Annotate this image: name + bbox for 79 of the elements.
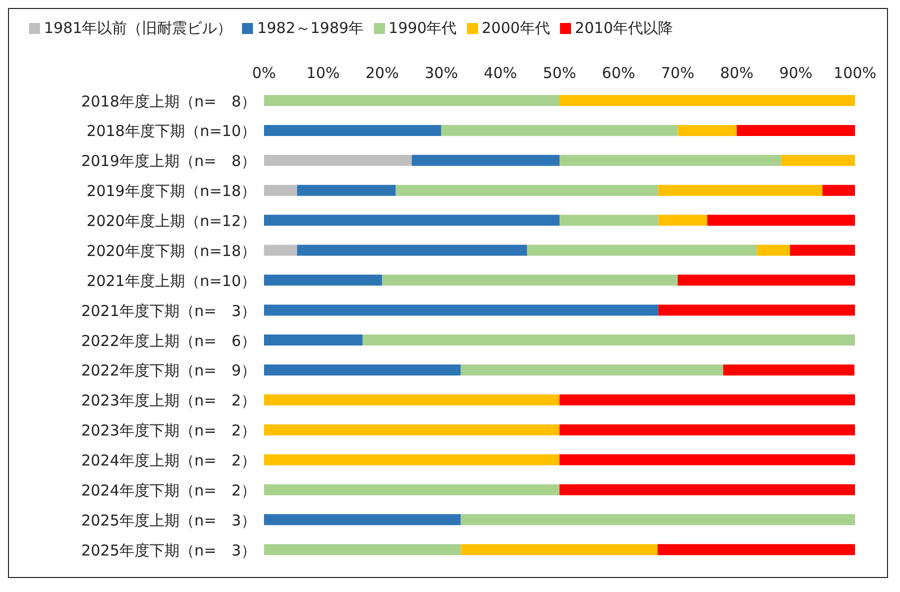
bar [822, 184, 855, 196]
y-tick-label: 2022年度上期（n= 6） [81, 332, 256, 350]
bar [264, 304, 658, 316]
y-tick-label: 2024年度上期（n= 2） [81, 452, 256, 470]
bar [756, 244, 790, 256]
legend-label: 2000年代 [482, 19, 550, 37]
x-tick-label: 80% [720, 64, 754, 82]
bar [460, 364, 724, 376]
y-tick-label: 2021年度下期（n= 3） [81, 302, 256, 320]
bar [658, 544, 855, 556]
y-tick-label: 2019年度上期（n= 8） [81, 152, 256, 170]
bar [264, 454, 560, 466]
x-tick-label: 60% [602, 64, 636, 82]
bar [460, 514, 855, 526]
bar [723, 364, 854, 376]
x-tick-label: 40% [484, 64, 518, 82]
bar [264, 334, 363, 346]
bar [264, 514, 461, 526]
y-tick-label: 2022年度下期（n= 9） [81, 362, 256, 380]
bar [560, 214, 658, 226]
bar [264, 184, 298, 196]
legend-label: 1990年代 [388, 19, 457, 37]
bar [658, 304, 855, 316]
bar [678, 124, 737, 136]
bar [781, 154, 855, 166]
bar [560, 454, 855, 466]
y-tick-label: 2018年度下期（n=10） [86, 122, 256, 140]
y-tick-label: 2023年度上期（n= 2） [81, 392, 256, 410]
x-tick-label: 50% [542, 64, 576, 82]
bar [790, 244, 855, 256]
bar [264, 394, 560, 406]
bar [560, 394, 855, 406]
y-tick-label: 2019年度下期（n=18） [86, 182, 256, 200]
bar [297, 244, 527, 256]
bar [560, 154, 782, 166]
bar [264, 244, 298, 256]
legend-label: 2010年代以降 [574, 19, 674, 37]
bar [264, 424, 560, 436]
x-tick-label: 10% [306, 64, 340, 82]
legend-label: 1982～1989年 [257, 19, 364, 37]
bar [707, 214, 855, 226]
y-tick-label: 2025年度上期（n= 3） [81, 511, 256, 530]
bar [441, 124, 678, 136]
bar [396, 184, 658, 196]
x-tick-label: 100% [834, 64, 876, 82]
x-tick-label: 20% [366, 64, 399, 82]
y-tick-label: 2023年度下期（n= 2） [81, 422, 256, 440]
y-tick-label: 2021年度上期（n=10） [86, 272, 256, 290]
y-tick-label: 2018年度上期（n= 8） [81, 92, 256, 110]
bar [560, 484, 855, 496]
bar [264, 544, 461, 556]
bar [658, 184, 822, 196]
bar [264, 95, 560, 106]
bar [526, 244, 757, 256]
bar [264, 124, 442, 136]
bar [264, 484, 560, 496]
legend-label: 1981年以前（旧耐震ビル） [44, 19, 232, 37]
bar [460, 544, 658, 556]
x-tick-label: 0% [252, 64, 276, 82]
y-tick-label: 2025年度下期（n= 3） [81, 541, 256, 560]
bar [264, 274, 382, 286]
bar [382, 274, 678, 286]
bar [678, 274, 855, 286]
bar [362, 334, 855, 346]
y-tick-label: 2020年度下期（n=18） [86, 242, 256, 260]
bar [658, 214, 708, 226]
bar [736, 124, 855, 136]
bar [264, 364, 461, 376]
x-tick-label: 30% [424, 64, 458, 82]
bar [297, 184, 396, 196]
y-tick-label: 2020年度上期（n=12） [86, 212, 256, 230]
bar [412, 154, 560, 166]
x-tick-label: 90% [779, 64, 813, 82]
bar [264, 154, 412, 166]
bar [264, 214, 560, 226]
y-tick-label: 2024年度下期（n= 2） [81, 481, 256, 500]
bar [560, 95, 855, 106]
x-tick-label: 70% [661, 64, 694, 82]
bar [560, 424, 855, 436]
